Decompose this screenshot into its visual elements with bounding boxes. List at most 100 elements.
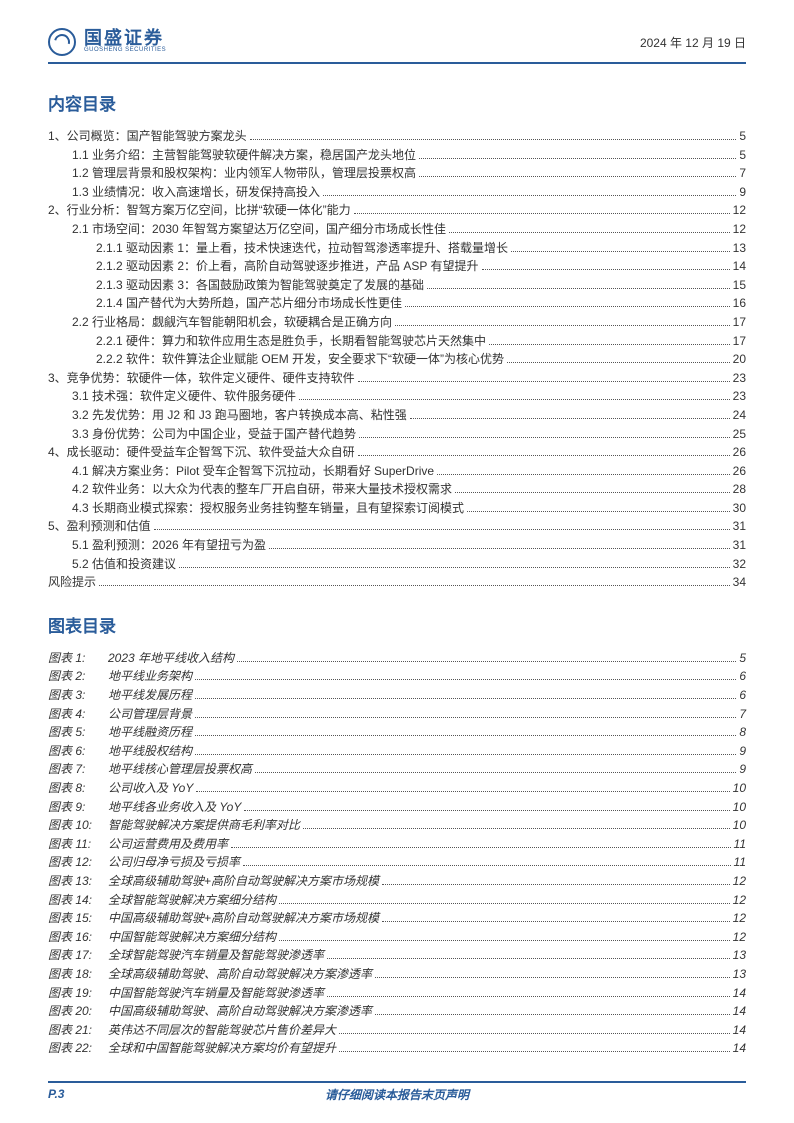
report-date: 2024 年 12 月 19 日 [640,34,746,51]
leader-dots [243,865,731,866]
toc-entry-page: 14 [733,257,746,276]
leader-dots [323,195,736,196]
figure-entry-text: 公司收入及 YoY [108,779,193,798]
figure-entry-label: 图表 15: [48,909,108,928]
figure-entry-label: 图表 5: [48,723,108,742]
figure-entry-text: 地平线融资历程 [108,723,192,742]
toc-entry-text: 2.2 行业格局：觑觎汽车智能朝阳机会，软硬耦合是正确方向 [72,313,392,332]
figure-entry-text: 公司运营费用及费用率 [108,835,228,854]
logo-icon [48,28,76,56]
toc-entry-page: 31 [733,536,746,555]
toc-entry: 5.2 估值和投资建议32 [48,555,746,574]
leader-dots [327,996,730,997]
figure-entry-label: 图表 16: [48,928,108,947]
figure-entry-page: 10 [733,798,746,817]
figure-entry-page: 13 [733,965,746,984]
toc-entry: 4.1 解决方案业务：Pilot 受车企智驾下沉拉动，长期看好 SuperDri… [48,462,746,481]
leader-dots [354,213,730,214]
figure-entry-label: 图表 11: [48,835,108,854]
toc-entry-page: 32 [733,555,746,574]
leader-dots [419,158,736,159]
toc-entry: 4、成长驱动：硬件受益车企智驾下沉、软件受益大众自研26 [48,443,746,462]
leader-dots [327,958,730,959]
figure-entry-text: 中国高级辅助驾驶、高阶自动驾驶解决方案渗透率 [108,1002,372,1021]
figure-entry-text: 智能驾驶解决方案提供商毛利率对比 [108,816,300,835]
toc-entry: 2.1.4 国产替代为大势所趋，国产芯片细分市场成长性更佳16 [48,294,746,313]
toc-entry-page: 23 [733,369,746,388]
figure-entry: 图表 9: 地平线各业务收入及 YoY10 [48,798,746,817]
toc-entry-page: 24 [733,406,746,425]
figure-entry-page: 11 [734,853,746,872]
toc-entry: 2.2.1 硬件：算力和软件应用生态是胜负手，长期看智能驾驶芯片天然集中17 [48,332,746,351]
toc-entry-page: 15 [733,276,746,295]
toc-entry-text: 4.1 解决方案业务：Pilot 受车企智驾下沉拉动，长期看好 SuperDri… [72,462,434,481]
toc-entry: 5、盈利预测和估值31 [48,517,746,536]
leader-dots [179,567,730,568]
figure-entry: 图表 19: 中国智能驾驶汽车销量及智能驾驶渗透率14 [48,984,746,1003]
figure-entry-label: 图表 9: [48,798,108,817]
toc-entry: 2.2 行业格局：觑觎汽车智能朝阳机会，软硬耦合是正确方向17 [48,313,746,332]
toc-entry-page: 30 [733,499,746,518]
figure-entry: 图表 2: 地平线业务架构6 [48,667,746,686]
figure-entry-page: 9 [739,760,746,779]
toc-entry-page: 12 [733,220,746,239]
toc-entry-text: 2.1.2 驱动因素 2：价上看，高阶自动驾驶逐步推进，产品 ASP 有望提升 [96,257,479,276]
figure-entry-page: 10 [733,816,746,835]
toc-entry-text: 3.3 身份优势：公司为中国企业，受益于国产替代趋势 [72,425,356,444]
toc-entry-page: 5 [739,127,746,146]
figure-entry: 图表 22: 全球和中国智能驾驶解决方案均价有望提升14 [48,1039,746,1058]
figure-entry-text: 全球高级辅助驾驶+高阶自动驾驶解决方案市场规模 [108,872,379,891]
figure-entry: 图表 6: 地平线股权结构9 [48,742,746,761]
leader-dots [395,325,730,326]
figure-entry: 图表 20: 中国高级辅助驾驶、高阶自动驾驶解决方案渗透率14 [48,1002,746,1021]
figure-entry-page: 14 [733,1021,746,1040]
toc-entry-page: 34 [733,573,746,592]
figure-entry-label: 图表 14: [48,891,108,910]
toc-entry: 3.2 先发优势：用 J2 和 J3 跑马圈地，客户转换成本高、粘性强24 [48,406,746,425]
toc-entry: 5.1 盈利预测：2026 年有望扭亏为盈31 [48,536,746,555]
figure-entry-text: 中国高级辅助驾驶+高阶自动驾驶解决方案市场规模 [108,909,379,928]
leader-dots [231,847,731,848]
figure-entry-page: 13 [733,946,746,965]
figure-entry: 图表 8: 公司收入及 YoY10 [48,779,746,798]
figure-entry: 图表 7: 地平线核心管理层投票权高 9 [48,760,746,779]
toc-entry-page: 23 [733,387,746,406]
toc-entry: 2、行业分析：智驾方案万亿空间，比拼“软硬一体化”能力12 [48,201,746,220]
leader-dots [250,139,737,140]
toc-entry-page: 26 [733,462,746,481]
toc-entry: 1.2 管理层背景和股权架构：业内领军人物带队，管理层投票权高7 [48,164,746,183]
toc-entry-text: 1、公司概览：国产智能驾驶方案龙头 [48,127,247,146]
toc-entry-text: 风险提示 [48,573,96,592]
figure-entry-label: 图表 3: [48,686,108,705]
toc-entry: 1.1 业务介绍：主营智能驾驶软硬件解决方案，稳居国产龙头地位5 [48,146,746,165]
figure-entry-label: 图表 17: [48,946,108,965]
figures-listing: 图表 1: 2023 年地平线收入结构5图表 2: 地平线业务架构6图表 3: … [48,649,746,1058]
toc-entry-text: 3.1 技术强：软件定义硬件、软件服务硬件 [72,387,296,406]
toc-entry: 4.2 软件业务：以大众为代表的整车厂开启自研，带来大量技术授权需求28 [48,480,746,499]
figure-entry: 图表 10: 智能驾驶解决方案提供商毛利率对比10 [48,816,746,835]
toc-entry: 4.3 长期商业模式探索：授权服务业务挂钩整车销量，且有望探索订阅模式30 [48,499,746,518]
figure-entry-page: 7 [739,705,746,724]
figure-entry-text: 英伟达不同层次的智能驾驶芯片售价差异大 [108,1021,336,1040]
toc-entry-page: 9 [739,183,746,202]
figure-entry-text: 地平线核心管理层投票权高 [108,760,252,779]
leader-dots [511,251,730,252]
figure-entry-label: 图表 7: [48,760,108,779]
figure-entry: 图表 16: 中国智能驾驶解决方案细分结构12 [48,928,746,947]
leader-dots [359,437,730,438]
leader-dots [382,884,730,885]
figure-entry-page: 12 [733,872,746,891]
figure-entry-page: 6 [739,667,746,686]
toc-entry: 3、竞争优势：软硬件一体，软件定义硬件、硬件支持软件23 [48,369,746,388]
leader-dots [299,399,730,400]
figure-entry-page: 10 [733,779,746,798]
figure-entry-text: 公司归母净亏损及亏损率 [108,853,240,872]
figure-entry: 图表 3: 地平线发展历程6 [48,686,746,705]
figure-entry: 图表 21: 英伟达不同层次的智能驾驶芯片售价差异大14 [48,1021,746,1040]
toc-entry-page: 25 [733,425,746,444]
leader-dots [195,754,736,755]
figure-entry-page: 8 [739,723,746,742]
toc-entry: 1.3 业绩情况：收入高速增长，研发保持高投入9 [48,183,746,202]
figure-entry-page: 9 [739,742,746,761]
leader-dots [375,977,730,978]
